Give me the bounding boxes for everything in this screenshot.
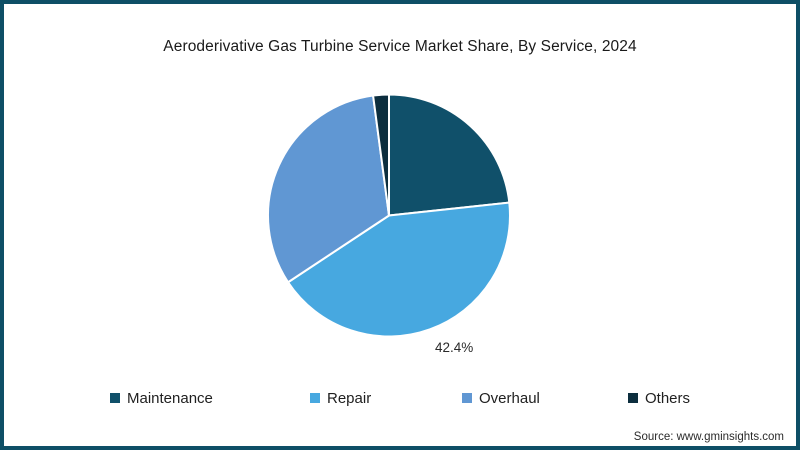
pie-slice-maintenance [388,93,511,217]
chart-title: Aeroderivative Gas Turbine Service Marke… [163,38,637,55]
pie-slice-overhaul [267,94,390,284]
pie-slice-repair [287,201,511,338]
pie-data-label: 42.4% [435,340,474,355]
pie-slice-others [372,93,390,217]
pie-chart [267,93,511,338]
source-text: Source: www.gminsights.com [633,431,784,443]
